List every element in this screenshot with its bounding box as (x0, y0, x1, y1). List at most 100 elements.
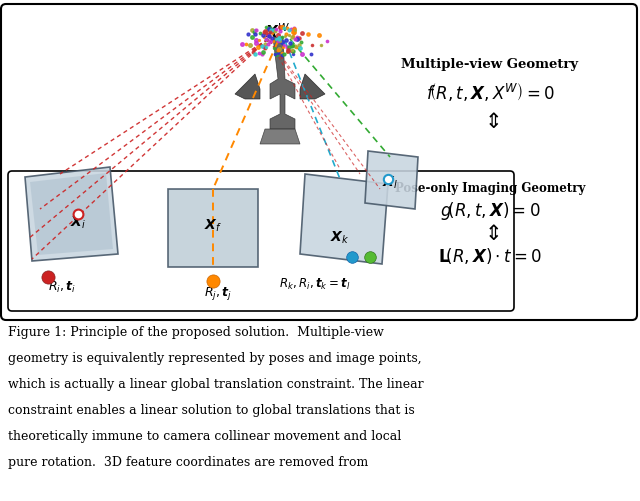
Point (290, 27, 300, 35)
Point (266, 30, 276, 38)
Point (278, 40, 289, 48)
Point (253, 44, 263, 52)
Point (277, 50, 287, 58)
Point (307, 42, 317, 50)
Point (275, 28, 285, 36)
Point (290, 43, 300, 51)
Point (264, 33, 275, 41)
Point (275, 38, 285, 46)
Point (252, 37, 262, 45)
Point (289, 25, 299, 33)
Text: $\boldsymbol{X}_i$: $\boldsymbol{X}_i$ (70, 214, 86, 231)
Point (260, 28, 270, 36)
Point (270, 51, 280, 59)
Point (284, 32, 294, 40)
Point (279, 25, 289, 33)
Point (289, 30, 299, 38)
Point (288, 29, 298, 37)
Point (294, 43, 304, 51)
Point (261, 36, 271, 44)
Point (288, 48, 298, 56)
Point (264, 26, 274, 34)
Point (314, 32, 324, 40)
Point (284, 44, 294, 52)
Text: $R_i, \boldsymbol{t}_i$: $R_i, \boldsymbol{t}_i$ (48, 280, 76, 295)
Point (259, 32, 269, 40)
Point (273, 38, 284, 46)
Text: $\boldsymbol{X}^W$: $\boldsymbol{X}^W$ (265, 22, 291, 41)
Point (296, 39, 306, 47)
Point (258, 49, 268, 57)
Point (260, 24, 271, 32)
Point (287, 48, 297, 56)
Text: theoretically immune to camera collinear movement and local: theoretically immune to camera collinear… (8, 429, 401, 442)
Point (347, 254, 357, 262)
Point (259, 29, 269, 37)
Point (276, 34, 287, 42)
Polygon shape (300, 75, 325, 100)
FancyBboxPatch shape (8, 172, 514, 312)
Point (303, 31, 313, 39)
Point (277, 52, 287, 60)
Point (288, 51, 298, 59)
Point (291, 44, 301, 52)
Polygon shape (168, 189, 258, 268)
Point (298, 30, 308, 38)
Point (248, 29, 259, 37)
Point (287, 42, 297, 50)
Text: $g\!\left(R,t,\boldsymbol{X}\right)=0$: $g\!\left(R,t,\boldsymbol{X}\right)=0$ (440, 199, 540, 221)
Point (306, 51, 316, 59)
Point (273, 47, 284, 55)
Point (286, 26, 296, 34)
Polygon shape (270, 38, 295, 130)
Point (288, 33, 298, 41)
Point (257, 51, 267, 59)
Point (263, 32, 273, 40)
Text: $\boldsymbol{X}_k$: $\boldsymbol{X}_k$ (330, 229, 349, 246)
Point (277, 39, 287, 47)
Point (253, 37, 264, 45)
Point (286, 39, 296, 47)
Text: $R_k, R_i, \boldsymbol{t}_k=\boldsymbol{t}_l$: $R_k, R_i, \boldsymbol{t}_k=\boldsymbol{… (279, 277, 351, 292)
Point (269, 45, 280, 53)
Point (275, 36, 285, 44)
Point (264, 25, 275, 33)
Point (263, 41, 273, 49)
FancyBboxPatch shape (1, 5, 637, 320)
Point (208, 278, 218, 286)
Text: geometry is equivalently represented by poses and image points,: geometry is equivalently represented by … (8, 351, 422, 364)
Point (248, 49, 259, 57)
Point (260, 45, 270, 53)
Text: $f\!\left(R,t,\boldsymbol{X},X^W\right)=0$: $f\!\left(R,t,\boldsymbol{X},X^W\right)=… (426, 82, 554, 104)
Point (282, 45, 292, 53)
Point (282, 31, 292, 39)
Point (250, 31, 260, 39)
Point (316, 42, 326, 50)
Point (260, 36, 271, 44)
Text: $\boldsymbol{X}_l$: $\boldsymbol{X}_l$ (382, 175, 398, 191)
Point (251, 40, 261, 48)
Point (259, 34, 269, 42)
Point (289, 29, 299, 37)
Point (285, 40, 295, 48)
Point (250, 27, 260, 35)
Text: Multiple-view Geometry: Multiple-view Geometry (401, 58, 579, 71)
Point (273, 33, 283, 41)
Text: $\Updownarrow$: $\Updownarrow$ (481, 112, 500, 132)
Point (259, 41, 269, 49)
Polygon shape (30, 174, 113, 256)
Point (278, 44, 288, 52)
Point (274, 46, 284, 54)
Point (257, 44, 267, 52)
Point (289, 36, 300, 44)
Point (322, 38, 332, 46)
Point (280, 33, 290, 41)
Point (292, 34, 303, 42)
Point (282, 49, 292, 57)
Point (268, 38, 278, 46)
Text: constraint enables a linear solution to global translations that is: constraint enables a linear solution to … (8, 403, 415, 416)
Point (265, 29, 275, 37)
Point (294, 35, 305, 43)
Point (250, 51, 260, 59)
Point (252, 27, 262, 35)
